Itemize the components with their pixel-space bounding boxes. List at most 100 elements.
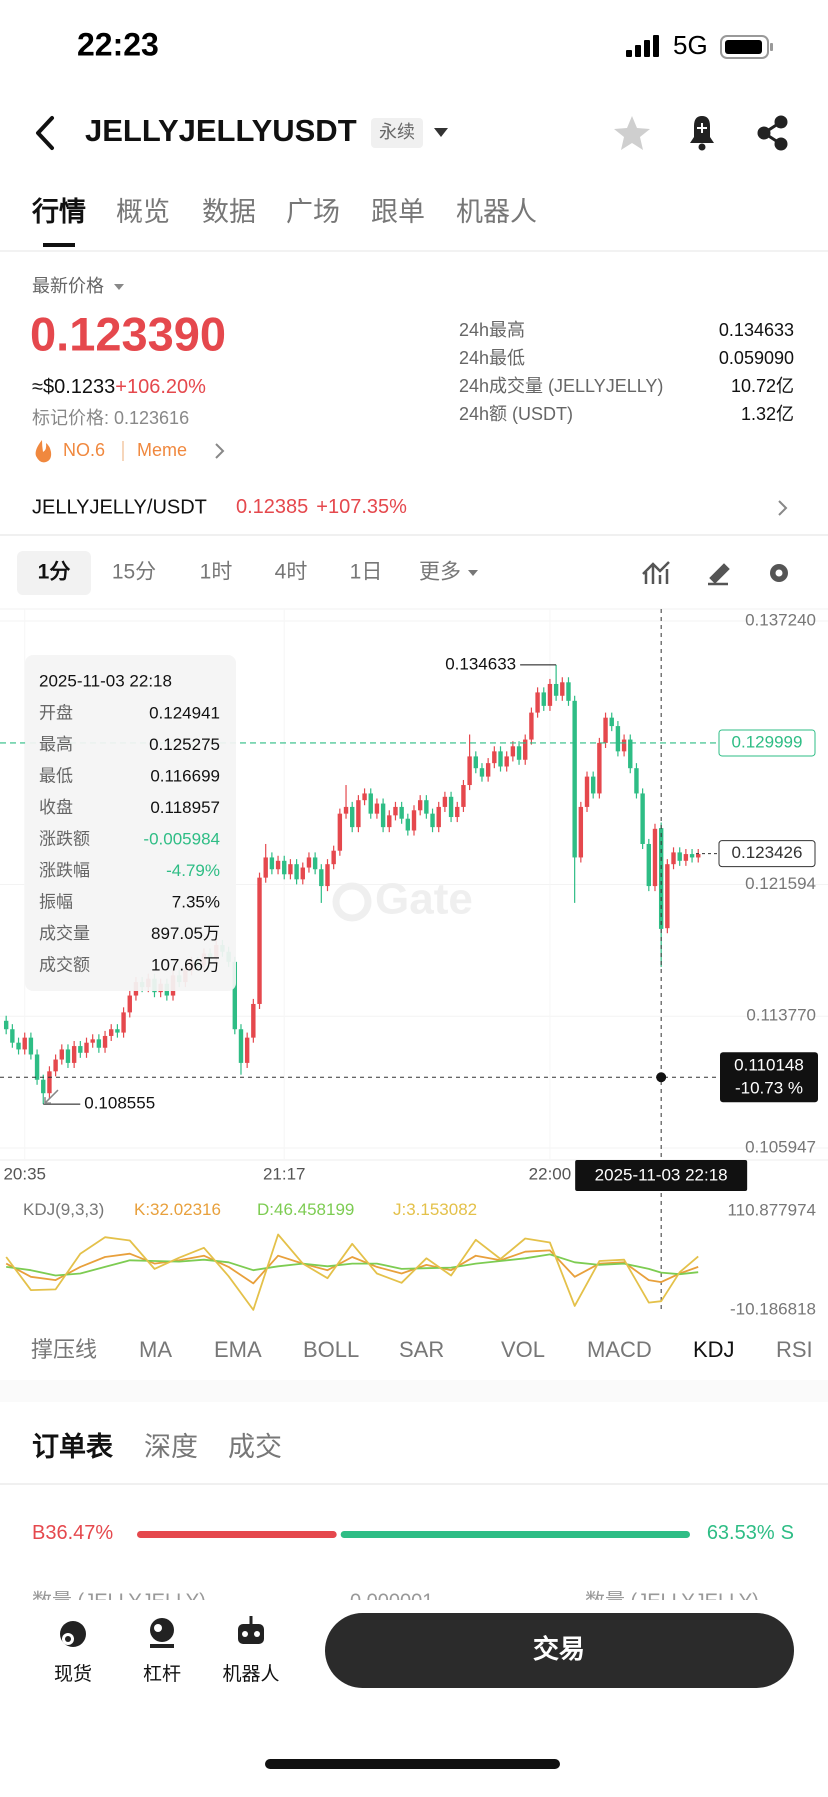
trade-button[interactable]: 交易 <box>533 1634 585 1664</box>
candle-body <box>41 1079 46 1094</box>
bot-icon[interactable] <box>238 1616 264 1644</box>
y-tick-label: 0.105947 <box>745 1137 816 1156</box>
pair-quote: 0.12385 +107.35% <box>236 496 407 518</box>
candle-body <box>115 1029 120 1033</box>
draw-tool[interactable] <box>708 563 730 586</box>
indicator-tool[interactable] <box>642 561 670 584</box>
candle-body <box>269 857 275 870</box>
tooltip-label: 振幅 <box>39 892 73 911</box>
tab[interactable]: 概览 <box>116 197 170 227</box>
tooltip-label: 涨跌幅 <box>39 861 90 880</box>
nav-label[interactable]: 现货 <box>54 1663 92 1685</box>
crosshair-time-box <box>575 1160 748 1191</box>
candle-body <box>541 692 546 706</box>
pair-price: 0.12385 <box>236 496 308 518</box>
orderbook-tab[interactable]: 深度 <box>144 1432 198 1462</box>
tag-chevron[interactable] <box>215 443 225 459</box>
candle-body <box>238 1029 244 1063</box>
candle-body <box>467 756 472 786</box>
indicator-tab[interactable]: BOLL <box>303 1337 359 1362</box>
y-tick-label: 110.877974 <box>727 1200 816 1219</box>
candle-body <box>566 682 571 701</box>
x-tick-label: 21:17 <box>263 1164 306 1183</box>
candle-body <box>59 1049 64 1060</box>
crosshair-change: -10.73 % <box>735 1079 803 1098</box>
kdj-line <box>6 1253 699 1277</box>
candle-body <box>578 806 584 858</box>
more-caret[interactable] <box>468 570 478 576</box>
tag[interactable]: Meme <box>137 440 187 460</box>
favorite-button[interactable] <box>614 116 650 150</box>
indicator-tab[interactable]: KDJ <box>693 1337 735 1362</box>
nav-label[interactable]: 机器人 <box>222 1663 279 1685</box>
orderbook-tab[interactable]: 订单表 <box>32 1432 113 1462</box>
trade-button-bg[interactable] <box>325 1613 794 1688</box>
candle-body <box>689 854 695 858</box>
status-time: 22:23 <box>77 26 159 62</box>
indicator-tab[interactable]: VOL <box>501 1337 545 1362</box>
indicator-tab[interactable]: RSI <box>776 1337 813 1362</box>
pair-chevron[interactable] <box>778 500 788 516</box>
tooltip-value: 0.125275 <box>149 735 220 754</box>
legend-entry: J:3.153082 <box>393 1200 477 1219</box>
orderbook-tab[interactable]: 成交 <box>228 1432 282 1462</box>
indicator-tab[interactable]: EMA <box>214 1337 262 1362</box>
spot-icon[interactable] <box>60 1621 86 1647</box>
margin-icon[interactable] <box>150 1618 174 1648</box>
candle-body <box>393 806 398 816</box>
candle-body <box>257 877 262 1004</box>
candle-body <box>603 717 608 743</box>
tooltip-value: 107.66万 <box>151 955 220 974</box>
tooltip-label: 涨跌额 <box>39 829 90 848</box>
pair-dropdown[interactable] <box>434 128 448 137</box>
indicator-tab[interactable]: 撑压线 <box>31 1337 97 1362</box>
candle-body <box>90 1039 95 1043</box>
candle-body <box>65 1049 71 1063</box>
tab[interactable]: 数据 <box>202 197 256 227</box>
candle-body <box>405 818 411 831</box>
indicator-tab[interactable]: SAR <box>399 1337 444 1362</box>
candle-body <box>640 793 645 844</box>
timeframe[interactable]: 15分 <box>112 561 156 584</box>
price-chart: 0.137240 0.121594 0.113770 0.105947 20:35 21:… <box>0 608 828 1318</box>
candle-body <box>368 793 373 814</box>
candle-body <box>102 1035 108 1048</box>
share-button[interactable] <box>757 115 788 151</box>
stat-label: 24h最高 <box>459 320 525 340</box>
usd-price-row: ≈$0.1233+106.20% <box>32 376 206 398</box>
candle-body <box>417 800 423 811</box>
sell-ratio: 63.53% <box>707 1522 775 1544</box>
timeframe[interactable]: 1日 <box>350 561 383 584</box>
candle-body <box>535 692 540 713</box>
candle-body <box>28 1037 34 1055</box>
candle-body <box>658 828 664 929</box>
timeframe[interactable]: 更多 <box>419 561 461 584</box>
tab[interactable]: 跟单 <box>371 197 425 227</box>
candle-body <box>275 860 281 870</box>
timeframe[interactable]: 1时 <box>200 561 233 584</box>
hot-icon <box>35 440 52 463</box>
tooltip-value: -0.005984 <box>143 829 220 848</box>
candle-body <box>615 726 621 752</box>
nav-label[interactable]: 杠杆 <box>143 1663 181 1685</box>
alert-button[interactable] <box>690 116 714 151</box>
tab[interactable]: 广场 <box>286 197 340 227</box>
pair-name[interactable]: JELLYJELLY/USDT <box>32 496 207 518</box>
tab[interactable]: 机器人 <box>456 197 537 227</box>
candle-body <box>504 756 509 767</box>
tab[interactable]: 行情 <box>31 196 86 227</box>
timeframe[interactable]: 4时 <box>275 561 308 584</box>
price-label-caret[interactable] <box>114 284 124 290</box>
expand-icon[interactable] <box>44 1089 59 1104</box>
candle-body <box>387 815 392 828</box>
indicator-tab[interactable]: MACD <box>587 1337 652 1362</box>
pair-title: JELLYJELLYUSDT <box>85 113 357 148</box>
timeframe-selected-bg <box>17 551 91 595</box>
tooltip-value: 0.118957 <box>150 798 220 817</box>
timeframe[interactable]: 1分 <box>38 561 71 584</box>
candle-body <box>350 806 355 828</box>
badge-bg <box>371 118 423 148</box>
back-button[interactable] <box>36 116 54 150</box>
stat-value: 1.32亿 <box>741 404 794 424</box>
indicator-tab[interactable]: MA <box>139 1337 172 1362</box>
